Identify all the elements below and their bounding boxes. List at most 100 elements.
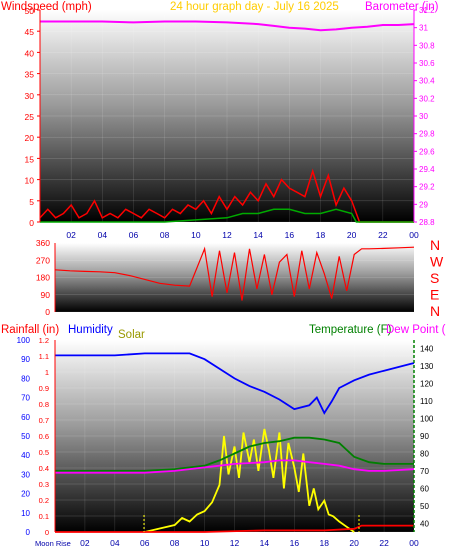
rainfall-tick-label: 0.8 [39, 400, 49, 409]
barometer-line [40, 20, 415, 32]
wind-x-tick-label: 04 [98, 230, 108, 240]
humidity-tick-label: 50 [21, 432, 30, 441]
direction-tick-label: 360 [36, 238, 50, 248]
rainfall-tick-label: 0.4 [39, 464, 49, 473]
baro-tick-label: 30 [419, 112, 428, 121]
temperature-tick-label: 60 [420, 484, 429, 493]
direction-line [54, 246, 415, 301]
rainfall-tick-label: 1.1 [39, 352, 49, 361]
rainfall-line [55, 524, 414, 533]
compass-label: W [430, 254, 444, 270]
temperature-tick-label: 40 [420, 519, 429, 528]
gust-line [40, 208, 414, 223]
wind-tick-label: 50 [25, 6, 35, 16]
rainfall-tick-label: 0.9 [39, 384, 49, 393]
wind-panel: 0 5 10 15 20 25 30 35 40 45 50 28.8 29 29.2 29.4 29.6 2… [1, 1, 439, 240]
weather-x-tick-label: 08 [170, 538, 180, 547]
wind-x-tick-label: 02 [66, 230, 76, 240]
rainfall-axis-label: Rainfall (in) [1, 324, 59, 336]
wind-x-tick-label: 22 [378, 230, 388, 240]
rainfall-tick-label: 0.3 [39, 480, 49, 489]
humidity-tick-label: 30 [21, 470, 30, 479]
baro-tick-label: 30.6 [419, 59, 435, 68]
rainfall-tick-label: 0.6 [39, 432, 49, 441]
rainfall-tick-label: 1 [45, 368, 49, 377]
temperature-tick-label: 70 [420, 467, 429, 476]
wind-x-tick-label: 14 [253, 230, 263, 240]
temperature-tick-label: 120 [420, 380, 434, 389]
temperature-axis-label: Temperature (F) [309, 324, 392, 336]
compass-label: E [430, 287, 439, 303]
direction-tick-label: 0 [45, 307, 50, 317]
wind-x-tick-label: 08 [160, 230, 170, 240]
baro-tick-label: 30.8 [419, 41, 435, 50]
baro-tick-label: 28.8 [419, 218, 435, 227]
direction-tick-label: 180 [36, 273, 50, 283]
baro-tick-label: 31.2 [419, 6, 435, 15]
weather-panel: 0 0.1 0.2 0.3 0.4 0.5 0.6 0.7 0.8 0.9 1 1.1 1.2 0 10 2… [1, 324, 446, 547]
weather-x-tick-label: 16 [290, 538, 300, 547]
wind-x-tick-label: 18 [316, 230, 326, 240]
weather-plot-area [55, 340, 414, 532]
weather-x-tick-label: 10 [200, 538, 210, 547]
baro-tick-label: 29.2 [419, 183, 435, 192]
wind-tick-label: 5 [29, 197, 34, 207]
humidity-tick-label: 70 [21, 394, 30, 403]
solar-axis-label: Solar [118, 329, 145, 341]
weather-x-tick-label: 00 [409, 538, 419, 547]
wind-x-tick-label: 12 [222, 230, 232, 240]
wind-plot-area [40, 10, 414, 222]
compass-label: S [430, 270, 439, 286]
weather-x-tick-label: 20 [349, 538, 359, 547]
wind-tick-label: 15 [25, 154, 35, 164]
wind-tick-label: 45 [25, 27, 35, 37]
humidity-tick-label: 10 [21, 509, 30, 518]
wind-x-tick-label: 06 [129, 230, 139, 240]
baro-tick-label: 30.2 [419, 94, 435, 103]
humidity-tick-label: 40 [21, 451, 30, 460]
temperature-tick-label: 140 [420, 345, 434, 354]
compass-label: N [430, 303, 440, 319]
temperature-tick-label: 100 [420, 415, 434, 424]
temperature-tick-label: 110 [420, 397, 433, 406]
weather-x-tick-label: Moon Rise [35, 539, 71, 547]
baro-tick-label: 29.4 [419, 165, 435, 174]
rainfall-tick-label: 0.2 [39, 496, 49, 505]
wind-tick-label: 35 [25, 70, 35, 80]
direction-tick-label: 90 [41, 290, 51, 300]
rainfall-tick-label: 0.7 [39, 416, 49, 425]
wind-x-tick-label: 00 [409, 230, 419, 240]
baro-tick-label: 29.6 [419, 147, 435, 156]
humidity-tick-label: 60 [21, 413, 30, 422]
weather-x-tick-label: 22 [379, 538, 389, 547]
baro-tick-label: 31 [419, 24, 428, 33]
rainfall-tick-label: 0.5 [39, 448, 49, 457]
temperature-line [55, 436, 414, 472]
baro-tick-label: 29 [419, 200, 428, 209]
dewpoint-axis-label: Dew Point ( [386, 324, 446, 336]
humidity-tick-label: 90 [21, 355, 30, 364]
humidity-tick-label: 80 [21, 374, 30, 383]
weather-x-tick-label: 18 [320, 538, 330, 547]
wind-tick-label: 0 [29, 218, 34, 228]
humidity-tick-label: 20 [21, 490, 30, 499]
weather-x-tick-label: 02 [80, 538, 90, 547]
baro-tick-label: 29.8 [419, 130, 435, 139]
wind-x-tick-label: 20 [347, 230, 357, 240]
temperature-tick-label: 90 [420, 432, 429, 441]
barometer-axis-label: Barometer (in) [365, 1, 439, 13]
humidity-tick-label: 100 [17, 336, 31, 345]
wind-tick-label: 25 [25, 112, 35, 122]
wind-tick-label: 20 [25, 133, 35, 143]
baro-tick-label: 30.4 [419, 77, 435, 86]
humidity-axis-label: Humidity [68, 324, 113, 336]
rainfall-tick-label: 0.1 [39, 512, 49, 521]
windspeed-axis-label: Windspeed (mph) [1, 1, 92, 13]
wind-tick-label: 30 [25, 91, 35, 101]
direction-tick-label: 270 [36, 255, 50, 265]
weather-x-tick-label: 04 [110, 538, 120, 547]
temperature-tick-label: 130 [420, 362, 434, 371]
wind-x-tick-label: 10 [191, 230, 201, 240]
